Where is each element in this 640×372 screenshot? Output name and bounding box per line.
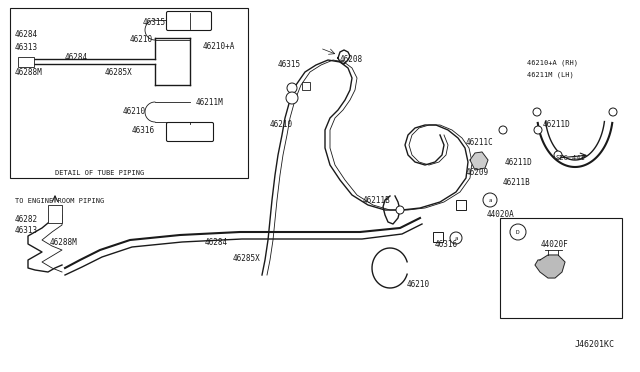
Text: 46284: 46284	[205, 238, 228, 247]
Circle shape	[510, 224, 526, 240]
Text: a: a	[488, 198, 492, 202]
Text: 44020A: 44020A	[487, 210, 515, 219]
Polygon shape	[470, 152, 488, 170]
Text: 46211D: 46211D	[505, 158, 532, 167]
Text: 46210+A (RH): 46210+A (RH)	[527, 60, 578, 67]
Bar	[48, 205, 62, 223]
Text: 46315: 46315	[278, 60, 301, 69]
Bar	[500, 218, 622, 318]
Text: 46313: 46313	[15, 226, 38, 235]
Text: 46209: 46209	[466, 168, 489, 177]
Circle shape	[483, 193, 497, 207]
Text: DETAIL OF TUBE PIPING: DETAIL OF TUBE PIPING	[55, 170, 144, 176]
Text: 46211B: 46211B	[503, 178, 531, 187]
Circle shape	[450, 232, 462, 244]
Text: 46210: 46210	[130, 35, 153, 44]
Text: 46211M (LH): 46211M (LH)	[527, 72, 573, 78]
Text: 46315: 46315	[143, 18, 166, 27]
Text: a: a	[454, 235, 458, 241]
Text: 46316: 46316	[132, 126, 155, 135]
Text: D: D	[516, 230, 520, 234]
Text: 46211C: 46211C	[466, 138, 493, 147]
Circle shape	[499, 126, 507, 134]
Text: 46210: 46210	[407, 280, 430, 289]
Text: 46288M: 46288M	[15, 68, 43, 77]
Bar	[302, 82, 310, 90]
Text: 46313: 46313	[15, 43, 38, 52]
FancyBboxPatch shape	[166, 122, 214, 141]
Polygon shape	[535, 255, 565, 278]
Bar	[18, 57, 34, 67]
Text: SEC.441: SEC.441	[556, 155, 586, 161]
Text: 46210: 46210	[123, 107, 146, 116]
Text: 46210+A: 46210+A	[203, 42, 236, 51]
Circle shape	[287, 83, 297, 93]
Bar	[10, 8, 248, 178]
Text: 46285X: 46285X	[233, 254, 260, 263]
Text: 46284: 46284	[65, 53, 88, 62]
Circle shape	[533, 108, 541, 116]
Text: 46211M: 46211M	[196, 98, 224, 107]
Text: 46282: 46282	[15, 215, 38, 224]
Circle shape	[534, 126, 542, 134]
Text: 46284: 46284	[15, 30, 38, 39]
Circle shape	[286, 92, 298, 104]
Text: 46210: 46210	[270, 120, 293, 129]
Text: 46288M: 46288M	[50, 238, 77, 247]
Circle shape	[396, 206, 404, 214]
Text: 46208: 46208	[340, 55, 363, 64]
FancyBboxPatch shape	[166, 12, 211, 31]
Circle shape	[609, 108, 617, 116]
Text: 46285X: 46285X	[105, 68, 132, 77]
Bar	[456, 200, 466, 210]
Circle shape	[554, 151, 562, 159]
Text: 44020F: 44020F	[541, 240, 569, 249]
Bar	[433, 232, 443, 242]
Text: 46211B: 46211B	[363, 196, 391, 205]
Text: J46201KC: J46201KC	[575, 340, 615, 349]
Text: TO ENGINE ROOM PIPING: TO ENGINE ROOM PIPING	[15, 198, 104, 204]
Text: 46316: 46316	[435, 240, 458, 249]
Text: 46211D: 46211D	[543, 120, 571, 129]
